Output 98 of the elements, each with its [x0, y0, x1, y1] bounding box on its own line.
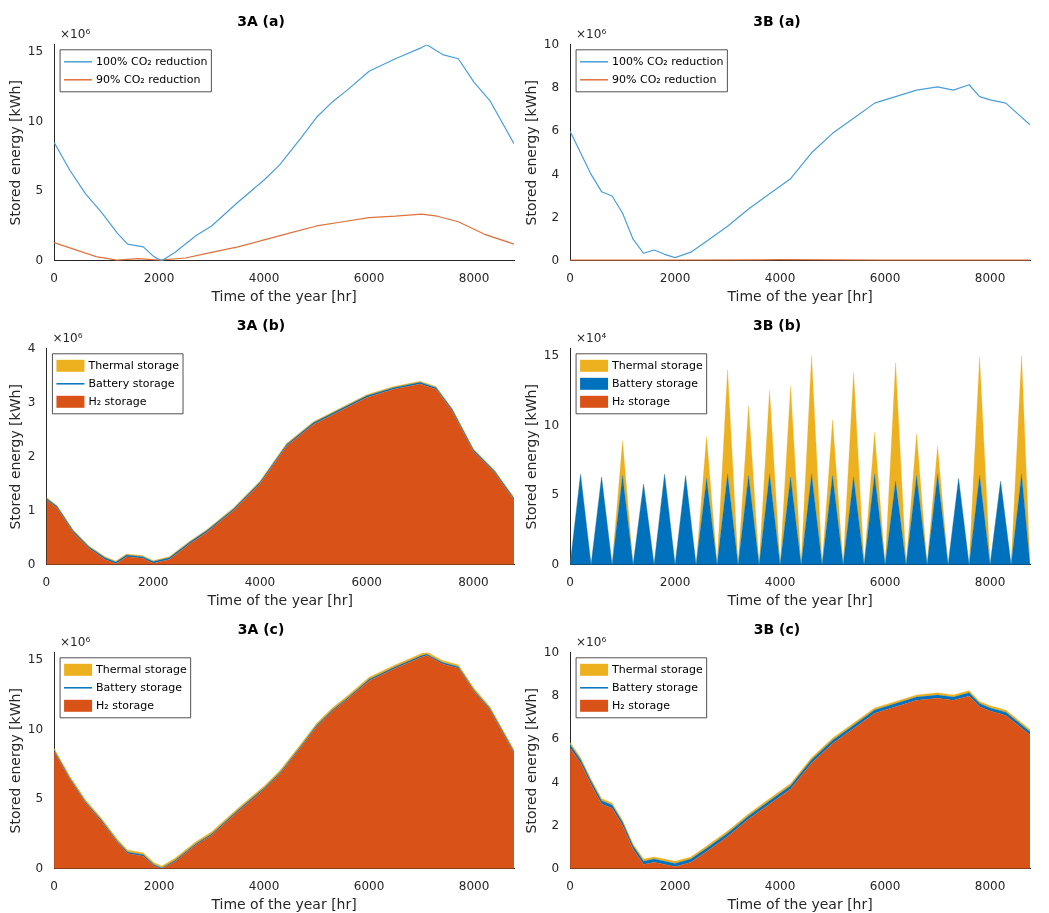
chart-title: 3B (a) — [753, 13, 801, 30]
y-tick-label: 4 — [551, 166, 560, 181]
legend-label: Thermal storage — [87, 358, 180, 372]
x-tick-label: 8000 — [458, 271, 490, 286]
x-tick-label: 4000 — [248, 271, 280, 286]
y-tick-label: 5 — [551, 487, 560, 502]
x-tick-label: 8000 — [974, 575, 1006, 590]
x-axis-title: Time of the year [hr] — [210, 288, 357, 305]
x-tick-label: 4000 — [248, 879, 280, 894]
y-tick-label: 2 — [551, 209, 560, 224]
legend-label: Thermal storage — [611, 662, 703, 676]
legend-label: 100% CO₂ reduction — [96, 54, 208, 68]
y-axis-title: Stored energy [kWh] — [7, 80, 24, 226]
x-tick-label: 2000 — [659, 879, 691, 894]
x-tick-label: 6000 — [351, 575, 382, 590]
chart-title: 3A (a) — [237, 13, 285, 30]
legend-label: Battery storage — [96, 680, 183, 694]
legend-label: Thermal storage — [611, 358, 703, 372]
y-tick-label: 0 — [35, 860, 44, 875]
x-tick-label: 2000 — [137, 575, 169, 590]
x-tick-label: 4000 — [764, 879, 796, 894]
x-tick-label: 2000 — [659, 575, 691, 590]
chart-title: 3B (c) — [753, 621, 801, 638]
x-axis-title: Time of the year [hr] — [726, 592, 873, 609]
y-tick-label: 10 — [27, 721, 44, 736]
x-tick-label: 4000 — [244, 575, 276, 590]
y-tick-label: 10 — [543, 644, 560, 659]
legend-label: 90% CO₂ reduction — [612, 72, 717, 86]
y-tick-label: 8 — [551, 688, 560, 703]
text: ×10⁶ — [576, 26, 607, 41]
text: ×10⁶ — [60, 26, 91, 41]
y-tick-label: 10 — [543, 36, 560, 51]
legend-label: Battery storage — [612, 680, 699, 694]
x-axis-title: Time of the year [hr] — [210, 896, 357, 913]
text: ×10⁶ — [52, 330, 83, 345]
x-tick-label: 4000 — [764, 271, 796, 286]
y-tick-label: 6 — [551, 731, 560, 746]
legend-label: 90% CO₂ reduction — [96, 72, 201, 86]
y-tick-label: 8 — [551, 80, 560, 95]
y-tick-label: 10 — [543, 417, 560, 432]
y-tick-label: 0 — [551, 556, 560, 571]
text: ×10⁶ — [576, 634, 607, 649]
x-axis-title: Time of the year [hr] — [726, 288, 873, 305]
x-tick-label: 6000 — [353, 271, 385, 286]
legend-label: 100% CO₂ reduction — [612, 54, 724, 68]
x-tick-label: 8000 — [458, 575, 489, 590]
x-axis-title: Time of the year [hr] — [206, 592, 353, 609]
x-tick-label: 2000 — [659, 271, 691, 286]
chart-title: 3A (c) — [237, 621, 285, 638]
y-tick-label: 15 — [27, 651, 44, 666]
y-axis-title: Stored energy [kWh] — [7, 384, 24, 530]
legend-label: H₂ storage — [88, 394, 147, 408]
y-axis-title: Stored energy [kWh] — [523, 384, 540, 530]
x-axis-title: Time of the year [hr] — [726, 896, 873, 913]
x-tick-label: 2000 — [143, 271, 175, 286]
x-tick-label: 6000 — [869, 879, 901, 894]
y-tick-label: 0 — [551, 860, 560, 875]
x-tick-label: 6000 — [353, 879, 385, 894]
y-axis-title: Stored energy [kWh] — [523, 80, 540, 226]
y-axis-title: Stored energy [kWh] — [7, 688, 24, 834]
y-tick-label: 2 — [27, 448, 36, 463]
x-tick-label: 0 — [50, 271, 58, 286]
chart-title: 3A (b) — [236, 317, 286, 334]
y-tick-label: 0 — [551, 252, 560, 267]
x-tick-label: 4000 — [764, 575, 796, 590]
text: ×10⁶ — [60, 634, 91, 649]
x-tick-label: 0 — [566, 575, 574, 590]
x-tick-label: 6000 — [869, 271, 901, 286]
legend-label: Battery storage — [88, 376, 175, 390]
legend-label: Thermal storage — [95, 662, 187, 676]
legend-label: H₂ storage — [612, 394, 671, 408]
x-tick-label: 8000 — [974, 271, 1006, 286]
y-tick-label: 6 — [551, 123, 560, 138]
y-tick-label: 4 — [551, 774, 560, 789]
y-tick-label: 15 — [27, 43, 44, 58]
x-tick-label: 0 — [50, 879, 58, 894]
y-tick-label: 15 — [543, 347, 560, 362]
x-tick-label: 2000 — [143, 879, 175, 894]
x-tick-label: 8000 — [458, 879, 490, 894]
x-tick-label: 6000 — [869, 575, 901, 590]
legend-label: Battery storage — [612, 376, 699, 390]
y-tick-label: 5 — [35, 183, 44, 198]
y-tick-label: 3 — [27, 394, 36, 409]
legend-label: H₂ storage — [612, 698, 671, 712]
y-tick-label: 1 — [27, 502, 36, 517]
y-axis-title: Stored energy [kWh] — [523, 688, 540, 834]
legend-label: H₂ storage — [96, 698, 155, 712]
y-tick-label: 2 — [551, 817, 560, 832]
x-tick-label: 0 — [566, 879, 574, 894]
y-tick-label: 5 — [35, 791, 44, 806]
y-tick-label: 10 — [27, 113, 44, 128]
y-tick-label: 0 — [27, 556, 36, 571]
y-tick-label: 0 — [35, 252, 44, 267]
y-tick-label: 4 — [27, 340, 36, 355]
x-tick-label: 8000 — [974, 879, 1006, 894]
chart-title: 3B (b) — [752, 317, 802, 334]
text: ×10⁴ — [576, 330, 607, 345]
x-tick-label: 0 — [566, 271, 574, 286]
